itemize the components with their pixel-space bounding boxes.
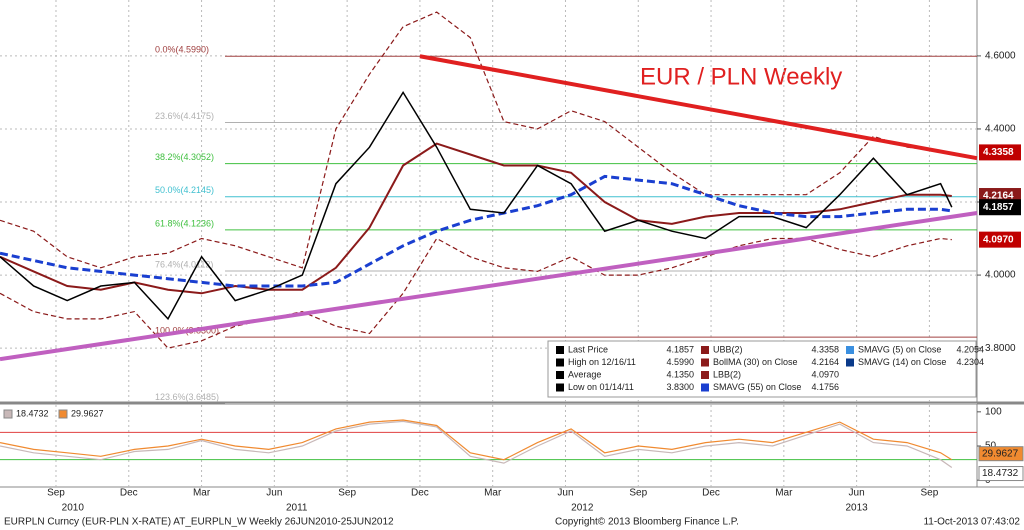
- value-tag-label: 18.4732: [982, 468, 1019, 479]
- legend-value: 4.2164: [811, 357, 839, 367]
- legend-box: [547, 340, 977, 398]
- x-tick-label: Mar: [775, 488, 793, 499]
- fib-label: 50.0%(4.2145): [155, 185, 214, 195]
- y-tick-label: 100: [985, 406, 1002, 417]
- price-tag-label: 4.0970: [983, 234, 1014, 245]
- legend-value: 4.1350: [666, 369, 694, 379]
- fib-label: 123.6%(3.6485): [155, 392, 219, 402]
- price-tag-label: 4.3358: [983, 147, 1014, 158]
- fib-label: 61.8%(4.1236): [155, 218, 214, 228]
- price-tag: [979, 199, 1021, 216]
- legend-value: 4.1756: [811, 382, 839, 392]
- price-tag: [979, 144, 1021, 161]
- legend-swatch: [846, 346, 854, 354]
- legend-swatch: [58, 409, 68, 419]
- fib-label: 76.4%(4.0112): [155, 259, 213, 269]
- legend-label: High on 12/16/11: [568, 357, 636, 367]
- legend-value: 4.3358: [811, 344, 839, 354]
- series-line: [0, 142, 952, 295]
- x-tick-label: Sep: [629, 488, 647, 499]
- legend-label: SMAVG (14) on Close: [858, 357, 946, 367]
- x-tick-label: Dec: [702, 488, 720, 499]
- year-label: 2012: [571, 503, 594, 514]
- legend-swatch: [556, 358, 564, 367]
- price-tag: [979, 231, 1021, 248]
- fib-label: 23.6%(4.4175): [155, 111, 214, 121]
- legend-label: 29.9627: [71, 408, 104, 418]
- series-line: [0, 237, 952, 349]
- x-tick-label: Sep: [921, 488, 939, 499]
- legend-value: 4.1857: [666, 344, 694, 354]
- legend: Last Price 4.1857 High on 12/16/11 4.5990 Av…: [547, 340, 984, 398]
- legend-swatch: [556, 383, 564, 392]
- footer-center: Copyright© 2013 Bloomberg Finance L.P.: [555, 517, 739, 528]
- y-tick-label: 4.6000: [985, 51, 1016, 62]
- x-tick-label: Sep: [338, 488, 356, 499]
- legend-value: 4.0970: [811, 369, 839, 379]
- legend-value: 4.2054: [956, 344, 984, 354]
- series-line: [0, 11, 952, 269]
- series-line: [0, 419, 953, 461]
- y-tick-label: 4.4000: [985, 124, 1016, 135]
- legend-swatch: [701, 358, 709, 367]
- series-line: [0, 90, 953, 321]
- legend-label: Last Price: [568, 344, 608, 354]
- legend-label: SMAVG (5) on Close: [858, 344, 941, 354]
- legend-label: LBB(2): [713, 369, 741, 379]
- trendline: [419, 54, 978, 161]
- year-label: 2010: [62, 503, 85, 514]
- x-tick-label: Mar: [484, 488, 502, 499]
- value-tag: [978, 446, 1024, 462]
- trendline: [0, 210, 978, 362]
- legend-swatch: [701, 371, 709, 379]
- y-tick-label: 4.0000: [985, 270, 1016, 281]
- legend-value: 4.5990: [666, 357, 694, 367]
- value-tag: [978, 466, 1024, 482]
- legend-swatch: [701, 346, 709, 354]
- year-label: 2011: [286, 503, 308, 514]
- x-tick-label: Dec: [120, 488, 138, 499]
- legend-swatch: [556, 346, 564, 354]
- x-tick-label: Jun: [266, 488, 282, 499]
- fib-label: 0.0%(4.5990): [155, 45, 209, 55]
- x-tick-label: Jun: [557, 488, 573, 499]
- x-tick-label: Jun: [849, 488, 865, 499]
- legend-label: Low on 01/14/11: [568, 382, 634, 392]
- y-tick-label: 50: [985, 441, 997, 452]
- year-label: 2013: [845, 503, 868, 514]
- legend-label: SMAVG (55) on Close: [713, 382, 801, 392]
- fib-label: 38.2%(4.3052): [155, 152, 214, 162]
- legend-swatch: [3, 409, 13, 419]
- legend-value: 4.2304: [956, 357, 984, 367]
- x-tick-label: Dec: [411, 488, 429, 499]
- footer-right: 11-Oct-2013 07:43:02: [923, 517, 1020, 528]
- value-tag-label: 29.9627: [982, 448, 1019, 459]
- x-tick-label: Sep: [47, 488, 65, 499]
- legend-label: UBB(2): [713, 344, 743, 354]
- legend-swatch: [846, 358, 854, 367]
- legend-label: 18.4732: [16, 408, 49, 418]
- legend-swatch: [701, 383, 709, 392]
- price-tag-label: 4.2164: [983, 191, 1014, 202]
- chart-title: EUR / PLN Weekly: [640, 63, 842, 90]
- legend-value: 3.8300: [666, 382, 694, 392]
- footer-left: EURPLN Curncy (EUR-PLN X-RATE) AT_EURPLN…: [4, 517, 394, 528]
- legend-label: Average: [568, 369, 601, 379]
- x-tick-label: Mar: [193, 488, 211, 499]
- y-tick-label: 3.8000: [985, 343, 1016, 354]
- legend-label: BollMA (30) on Close: [713, 357, 798, 367]
- price-tag-label: 4.1857: [983, 202, 1014, 213]
- series-line: [0, 174, 953, 288]
- series-line: [0, 420, 953, 468]
- legend-swatch: [556, 371, 564, 379]
